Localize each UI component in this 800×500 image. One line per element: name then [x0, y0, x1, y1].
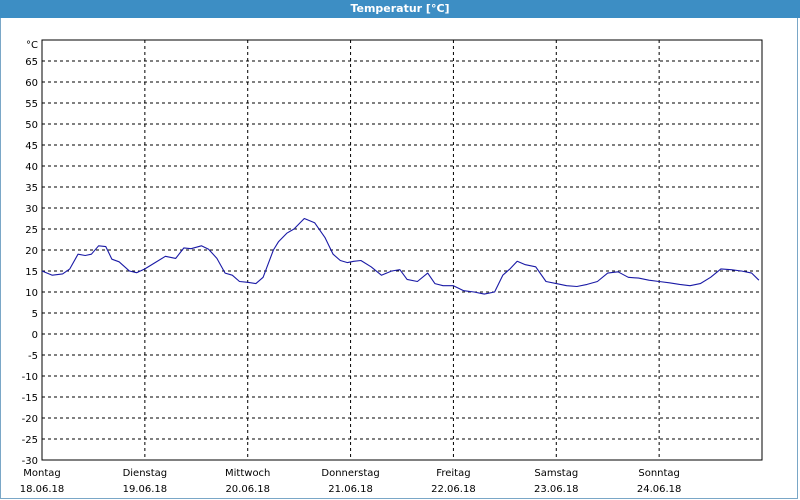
- y-tick-label: 0: [32, 330, 38, 341]
- y-tick-label: 35: [25, 183, 38, 194]
- y-tick-label: 10: [25, 288, 38, 299]
- y-tick-label: 30: [25, 204, 38, 215]
- x-tick-day: Mittwoch: [225, 468, 270, 479]
- y-tick-label: -30: [22, 456, 38, 467]
- temperature-line: [41, 217, 760, 295]
- y-tick-label: -20: [22, 414, 38, 425]
- y-tick-label: 55: [25, 99, 38, 110]
- chart-frame: [0, 18, 798, 499]
- x-tick-day: Montag: [23, 468, 60, 479]
- y-tick-label: 60: [25, 78, 38, 89]
- plot-border: [41, 39, 763, 461]
- y-tick-label: 40: [25, 162, 38, 173]
- x-tick-date: 18.06.18: [20, 484, 65, 495]
- x-tick-day: Samstag: [534, 468, 578, 479]
- y-tick-label: -5: [28, 351, 38, 362]
- x-tick-date: 21.06.18: [328, 484, 373, 495]
- x-tick-date: 19.06.18: [123, 484, 168, 495]
- x-tick-day: Dienstag: [123, 468, 168, 479]
- y-tick-label: 25: [25, 225, 38, 236]
- y-tick-label: 15: [25, 267, 38, 278]
- y-tick-label: 50: [25, 120, 38, 131]
- x-tick-day: Donnerstag: [321, 468, 379, 479]
- y-tick-label: -10: [22, 372, 38, 383]
- x-tick-date: 23.06.18: [534, 484, 579, 495]
- x-tick-day: Freitag: [436, 468, 470, 479]
- x-tick-day: Sonntag: [638, 468, 680, 479]
- x-tick-date: 24.06.18: [637, 484, 682, 495]
- y-tick-label: 45: [25, 141, 38, 152]
- chart-title: Temperatur [°C]: [0, 0, 800, 18]
- x-tick-date: 22.06.18: [431, 484, 476, 495]
- x-tick-date: 20.06.18: [225, 484, 270, 495]
- y-tick-label: 65: [25, 57, 38, 68]
- y-tick-label: 5: [32, 309, 38, 320]
- y-axis-unit: °C: [26, 40, 38, 51]
- y-tick-label: -15: [22, 393, 38, 404]
- y-tick-label: 20: [25, 246, 38, 257]
- y-tick-label: -25: [22, 435, 38, 446]
